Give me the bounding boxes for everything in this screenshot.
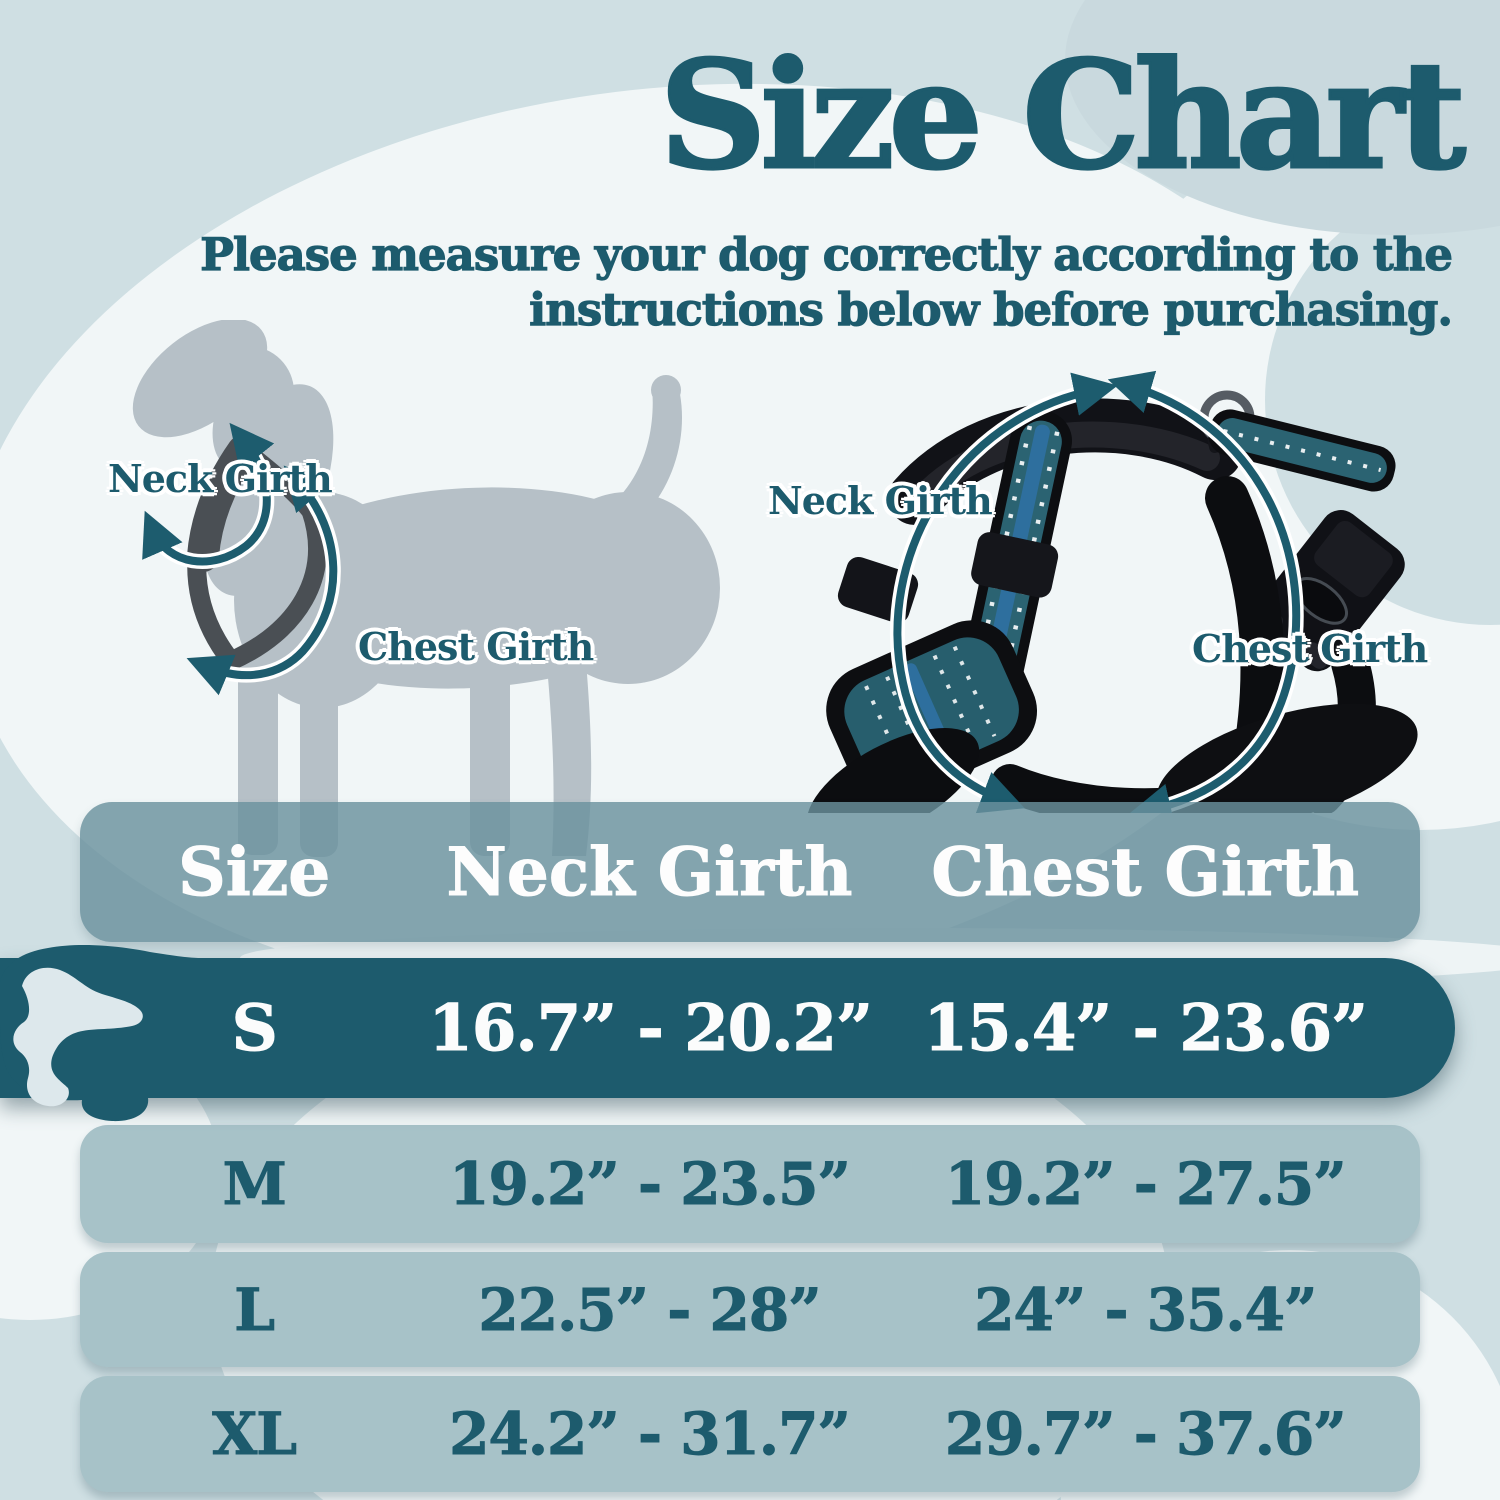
cell-chest-girth: 15.4” - 23.6”: [923, 990, 1369, 1066]
dog-head-icon: [0, 945, 200, 1122]
table-row-l: L 22.5” - 28” 24” - 35.4”: [80, 1252, 1420, 1367]
table-row-s-highlighted: S 16.7” - 20.2” 15.4” - 23.6”: [0, 958, 1455, 1098]
header-cell-size: Size: [178, 833, 331, 912]
page-title: Size Chart: [658, 28, 1467, 202]
header-cell-chest-girth: Chest Girth: [931, 833, 1360, 912]
cell-chest-girth: 19.2” - 27.5”: [944, 1150, 1347, 1219]
harness-neck-girth-label: Neck Girth: [768, 478, 993, 523]
cell-size: XL: [212, 1400, 298, 1469]
cell-size: S: [231, 990, 278, 1066]
cell-chest-girth: 29.7” - 37.6”: [944, 1400, 1347, 1469]
cell-neck-girth: 19.2” - 23.5”: [449, 1150, 852, 1219]
subtitle: Please measure your dog correctly accord…: [199, 227, 1453, 338]
right-strap: [1208, 409, 1396, 492]
cell-chest-girth: 24” - 35.4”: [974, 1275, 1318, 1344]
harness-measure-arrows: [889, 370, 1304, 813]
cell-size: M: [222, 1150, 287, 1219]
cell-neck-girth: 16.7” - 20.2”: [428, 990, 874, 1066]
cell-size: L: [234, 1275, 276, 1344]
cell-neck-girth: 22.5” - 28”: [478, 1275, 822, 1344]
harness-chest-girth-label: Chest Girth: [1192, 626, 1428, 671]
cell-neck-girth: 24.2” - 31.7”: [449, 1400, 852, 1469]
table-row-m: M 19.2” - 23.5” 19.2” - 27.5”: [80, 1125, 1420, 1243]
harness-product-image: [806, 370, 1418, 813]
harness-body: [806, 390, 1418, 813]
subtitle-line-2: instructions below before purchasing.: [528, 282, 1453, 336]
header-cell-neck-girth: Neck Girth: [446, 833, 853, 912]
subtitle-line-1: Please measure your dog correctly accord…: [199, 227, 1453, 281]
dog-measure-arrows: [142, 422, 341, 696]
dog-silhouette-diagram: [132, 320, 720, 857]
table-row-xl: XL 24.2” - 31.7” 29.7” - 37.6”: [80, 1376, 1420, 1492]
dog-neck-girth-label: Neck Girth: [108, 456, 333, 501]
dog-chest-girth-label: Chest Girth: [358, 624, 594, 669]
size-table-header-row: Size Neck Girth Chest Girth: [80, 802, 1420, 942]
